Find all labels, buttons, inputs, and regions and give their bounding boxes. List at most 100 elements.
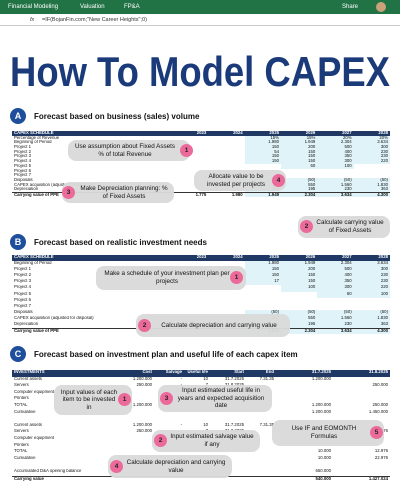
table-cell: 10.000 (317, 455, 331, 460)
table-cell: 1.830 (353, 315, 390, 323)
table-cell: 7.31.35 (259, 376, 274, 381)
table-cell: 4.300 (353, 191, 390, 197)
table-cell: 4.300 (353, 328, 390, 335)
table-cell: 500 (317, 267, 354, 274)
table-cell: Project 3 (14, 279, 31, 284)
table-cell: Project 5 (14, 163, 31, 168)
table-cell: 1.560 (317, 315, 354, 323)
table-cell: 1.949 (280, 261, 318, 268)
share-button[interactable]: Share (342, 4, 359, 10)
table-header-cell: CAPEX SCHEDULE (12, 131, 172, 136)
callout: Input estimated salvage value if any (152, 430, 260, 452)
table-cell: 31.7.2025 (224, 376, 244, 381)
table-cell: 150 (280, 279, 318, 286)
table-cell: 300 (317, 159, 354, 164)
table-cell: Printers (14, 396, 29, 401)
table-cell: 350 (317, 279, 354, 286)
menu-item[interactable]: Valuation (80, 4, 105, 10)
table-cell: 100 (317, 163, 354, 169)
table-cell: Accumulated D&A opening balance (14, 468, 82, 473)
table-cell: 1.450.000 (368, 409, 388, 414)
table-cell: Cumulative (14, 409, 36, 414)
table-cell: 1.830 (353, 182, 390, 188)
table-cell: Beginning of Period (14, 140, 52, 145)
table-cell: 2.304 (280, 328, 318, 335)
callout-number: 2 (138, 319, 151, 332)
menu-item[interactable]: FP&A (124, 4, 140, 10)
table-header-cell: Cost (112, 370, 154, 377)
table-cell: Project 1 (14, 267, 31, 272)
table-cell: Project 2 (14, 149, 31, 154)
table-cell (112, 443, 154, 450)
table-cell: 17 (244, 279, 281, 286)
table-header-cell: 2024 (208, 255, 245, 262)
table-cell: Project 5 (14, 291, 31, 296)
table-header-cell: 2023 (172, 255, 209, 262)
table-cell (12, 416, 112, 423)
table-cell: (50) (280, 309, 318, 316)
table-cell: Project 6 (14, 297, 31, 302)
table-cell: 350 (317, 154, 354, 160)
table-cell: 250.000 (372, 402, 388, 407)
callout: Make a schedule of your investment plan … (96, 266, 246, 290)
table-cell (333, 377, 390, 384)
table-header-cell: Salvage (154, 370, 184, 377)
callout: Calculate carrying value of Fixed Assets (298, 216, 390, 238)
table-header-cell: 2028 (353, 255, 390, 262)
table-cell: Project 7 (14, 303, 31, 308)
callout: Make Depreciation planning: % of Fixed A… (62, 182, 174, 203)
table-cell: 1.427.024 (333, 475, 390, 483)
table-cell (246, 475, 276, 483)
table-cell: Percentage of Revenue (14, 135, 60, 140)
callout-number: 2 (300, 220, 313, 233)
table-cell (333, 462, 390, 469)
table-cell: 3.634 (353, 261, 390, 268)
table-cell: Project 2 (14, 273, 31, 278)
table-cell: Cumulative (14, 455, 36, 460)
table-cell: 150 (244, 145, 281, 150)
table-cell (154, 416, 184, 423)
table-cell: Current assets (14, 422, 42, 427)
table-cell (276, 390, 333, 397)
table-cell: 22.976 (374, 455, 388, 460)
table-cell: Disposals (14, 177, 33, 182)
table-cell: Project 4 (14, 285, 31, 290)
table-cell: 12.976 (374, 449, 388, 454)
callout: Calculate depreciation and carrying valu… (136, 314, 290, 337)
table-cell: (50) (353, 177, 390, 183)
table-cell: 3.634 (317, 328, 354, 335)
table-cell: 150 (280, 149, 318, 155)
table-cell: 150 (244, 159, 281, 164)
table-cell: Carrying value of PPE (12, 328, 172, 334)
table-cell: 230 (353, 273, 390, 280)
table-cell: 550 (280, 315, 318, 323)
table-cell: 150 (244, 273, 281, 280)
callout: Calculate depreciation and carrying valu… (108, 455, 232, 478)
table-cell: 10 (203, 376, 208, 381)
table-header-cell: 2024 (208, 131, 245, 136)
table-cell: Printers (14, 442, 29, 447)
formula-text: =IF(BojanFin.com;"New Career Heights";0) (42, 17, 147, 23)
title: How To Model CAPEX (10, 48, 390, 95)
table-cell (246, 456, 276, 463)
table-cell: 1.200.000 (132, 402, 152, 407)
table-cell: 300 (317, 285, 354, 292)
table-cell: CAPEX acquisition (adjusted for disposal… (14, 315, 94, 320)
table-cell: CAPEX acquisition (adjusted for disposal… (14, 182, 94, 187)
table-cell (276, 396, 333, 403)
table-cell: 250.000 (136, 383, 152, 388)
table-header-cell: 2026 (280, 255, 318, 262)
table-cell: Project 4 (14, 159, 31, 164)
table-cell: 15% (280, 135, 318, 141)
table-cell: Project 6 (14, 168, 31, 173)
table-cell: Depreciation (14, 322, 39, 327)
table-cell (333, 469, 390, 476)
table-header-cell: Useful life (184, 370, 210, 377)
table-cell (246, 469, 276, 476)
menu-item[interactable]: Financial Modeling (8, 4, 59, 10)
table-cell: 1.980 (208, 191, 245, 197)
table-header-cell: 2026 (280, 131, 318, 136)
table-cell: 1.200.000 (311, 402, 331, 407)
table-cell: Project 7 (14, 173, 31, 178)
